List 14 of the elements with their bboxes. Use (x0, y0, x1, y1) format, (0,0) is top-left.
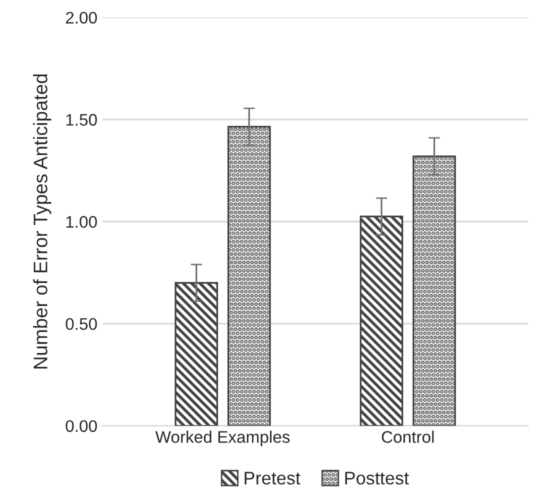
y-tick-label: 1.50 (66, 114, 97, 126)
x-tick-label: Worked Examples (155, 430, 290, 446)
bar (412, 155, 456, 426)
y-tick-label: 1.00 (66, 216, 97, 228)
bar (174, 282, 218, 426)
bar (360, 216, 404, 426)
legend-label: Posttest (345, 472, 409, 485)
bar (227, 126, 271, 426)
y-tick-label: 2.00 (66, 12, 97, 24)
legend-label: Pretest (244, 472, 300, 485)
y-tick-label: 0.00 (66, 420, 97, 432)
x-tick-label: Control (382, 430, 434, 443)
y-tick-label: 0.50 (66, 318, 97, 330)
y-axis-title: Number of Error Types Anticipated (33, 74, 52, 368)
